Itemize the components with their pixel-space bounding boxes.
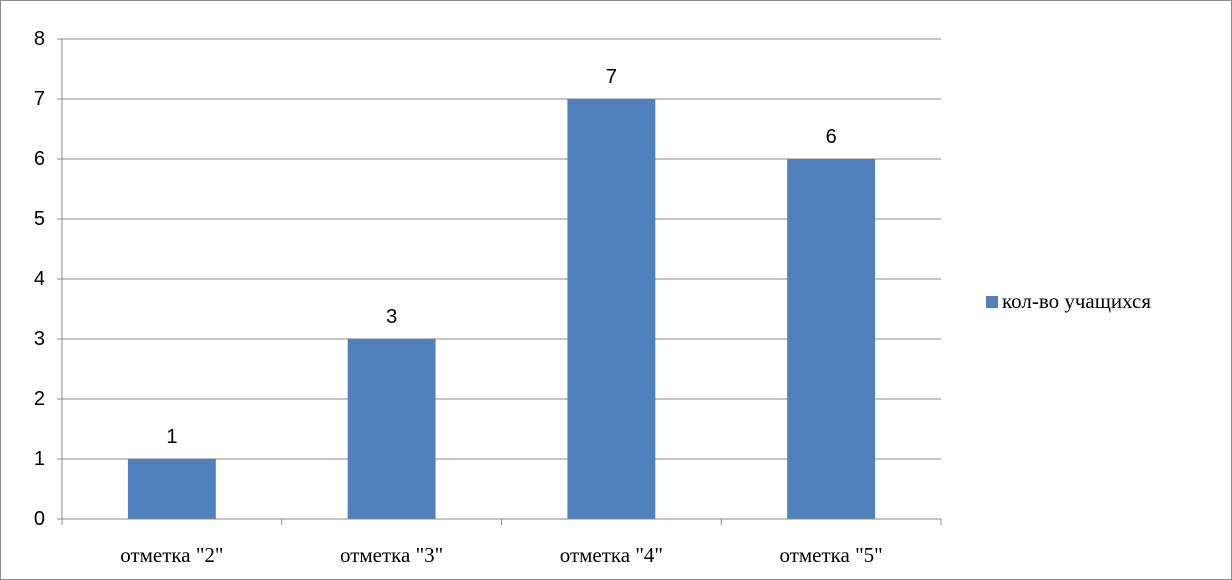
gridlines (62, 38, 941, 460)
labels: 0 1 2 3 4 5 6 7 8 1 отметка "2" 3 отметка "3" 7 отметк… (34, 28, 883, 567)
bar (567, 99, 656, 519)
bars (127, 99, 876, 519)
data-label: 6 (826, 126, 837, 148)
x-category-label: отметка "2" (120, 543, 223, 567)
legend-label: кол-во учащихся (1002, 289, 1152, 313)
legend-swatch (986, 295, 998, 308)
y-tick-label: 0 (34, 508, 45, 530)
legend: кол-во учащихся (986, 289, 1151, 314)
y-tick-label: 4 (34, 268, 45, 290)
y-tick-label: 5 (34, 208, 45, 230)
axes (57, 38, 942, 525)
bar (787, 159, 876, 519)
bar (347, 339, 436, 519)
y-tick-label: 7 (34, 88, 45, 110)
y-tick-label: 8 (34, 28, 45, 50)
y-tick-label: 1 (34, 448, 45, 470)
data-label: 3 (386, 306, 397, 328)
bar (127, 459, 216, 519)
y-tick-label: 6 (34, 148, 45, 170)
x-category-label: отметка "5" (779, 543, 882, 567)
y-tick-label: 3 (34, 328, 45, 350)
x-category-label: отметка "4" (560, 543, 663, 567)
x-category-label: отметка "3" (340, 543, 443, 567)
data-label: 7 (606, 66, 617, 88)
data-label: 1 (166, 426, 177, 448)
y-tick-label: 2 (34, 388, 45, 410)
